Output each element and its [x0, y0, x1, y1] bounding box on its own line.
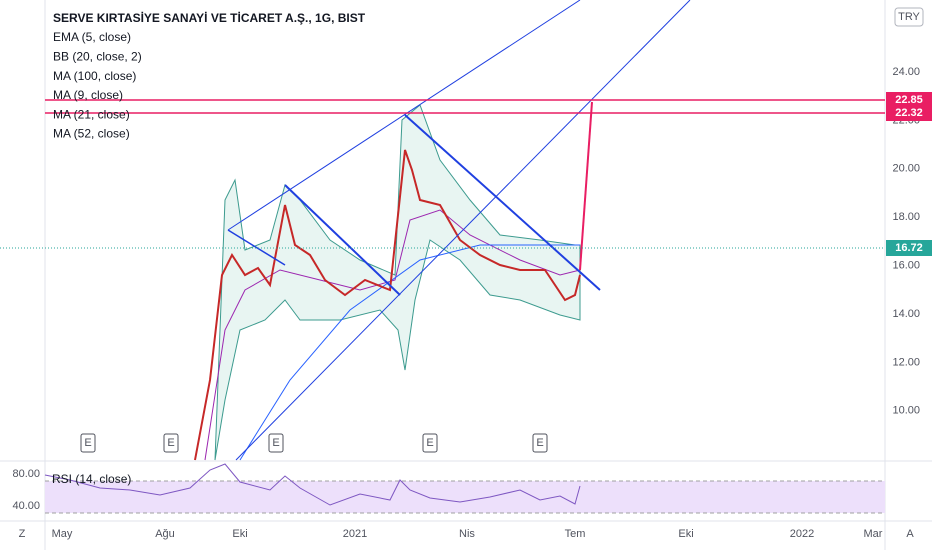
rsi-tick: 40.00	[12, 500, 40, 512]
event-marker[interactable]	[268, 433, 284, 453]
time-tick: May	[52, 528, 73, 540]
price-tick: 24.00	[892, 66, 920, 78]
rsi-title: RSI (14, close)	[52, 472, 131, 486]
rsi-band	[45, 481, 885, 513]
currency-box[interactable]	[894, 7, 924, 27]
currency[interactable]: TRY	[898, 11, 920, 23]
indicator: MA (52, close)	[53, 127, 130, 141]
price-label-box	[886, 92, 932, 108]
auto-button[interactable]: A	[906, 528, 914, 540]
indicator: MA (100, close)	[53, 69, 136, 83]
event-marker[interactable]	[422, 433, 438, 453]
time-tick: Tem	[565, 528, 586, 540]
event-marker[interactable]	[80, 433, 96, 453]
event-label[interactable]: E	[426, 437, 433, 449]
price-line	[194, 149, 581, 461]
price-tick: 18.00	[892, 211, 920, 223]
ma-long	[239, 244, 580, 461]
price-tick: 10.00	[892, 405, 920, 417]
price-tick: 12.00	[892, 356, 920, 368]
price-tick: 16.00	[892, 260, 920, 272]
price-label: 22.32	[895, 107, 923, 119]
price-label-box	[886, 240, 932, 256]
event-label[interactable]: E	[167, 437, 174, 449]
indicator: EMA (5, close)	[53, 30, 131, 44]
rsi-line	[44, 463, 581, 506]
ma-line	[204, 209, 581, 461]
price-tick: 14.00	[892, 308, 920, 320]
time-tick: 2022	[790, 528, 814, 540]
event-marker[interactable]	[163, 433, 179, 453]
rsi-levels	[45, 480, 885, 514]
trend-lines	[227, 0, 691, 461]
event-label[interactable]: E	[536, 437, 543, 449]
indicator: MA (21, close)	[53, 107, 130, 121]
event-label[interactable]: E	[84, 437, 91, 449]
time-tick: Nis	[459, 528, 475, 540]
projection	[579, 101, 593, 271]
indicator: BB (20, close, 2)	[53, 49, 142, 63]
time-tick: Mar	[864, 528, 883, 540]
level-lines	[0, 99, 885, 249]
indicator: MA (9, close)	[53, 88, 123, 102]
price-label: 16.72	[895, 242, 923, 254]
price-tick: 20.00	[892, 163, 920, 175]
time-tick: Ağu	[155, 528, 175, 540]
rsi-tick: 80.00	[12, 468, 40, 480]
event-marker[interactable]	[532, 433, 548, 453]
price-label: 22.85	[895, 94, 923, 106]
price-label-box	[886, 105, 932, 121]
chart-title: SERVE KIRTASİYE SANAYİ VE TİCARET A.Ş., …	[53, 10, 366, 25]
time-tick: Eki	[678, 528, 693, 540]
time-tick: Eki	[232, 528, 247, 540]
event-label[interactable]: E	[272, 437, 279, 449]
zoom-button[interactable]: Z	[19, 528, 26, 540]
time-tick: 2021	[343, 528, 367, 540]
